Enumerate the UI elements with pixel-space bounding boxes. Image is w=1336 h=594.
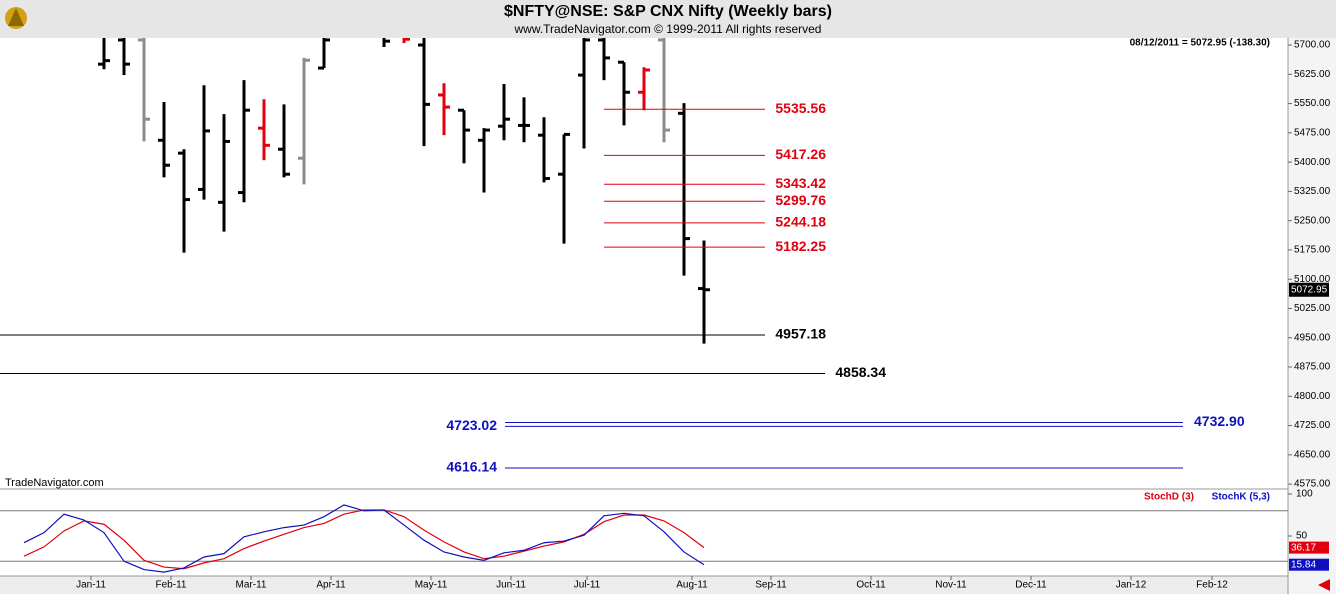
header-band xyxy=(0,0,1336,38)
y-tick-label: 5100.00 xyxy=(1294,274,1331,285)
y-tick-label: 100 xyxy=(1296,489,1313,500)
level-label: 5343.42 xyxy=(775,175,826,191)
price-panel xyxy=(98,38,710,344)
legend-entry: StochK (5,3) xyxy=(1212,492,1270,503)
chart-title: $NFTY@NSE: S&P CNX Nifty (Weekly bars) xyxy=(504,3,832,20)
level-label: 5182.25 xyxy=(775,238,826,254)
x-tick-label: Nov-11 xyxy=(935,580,967,591)
legend-entry: StochD (3) xyxy=(1144,492,1194,503)
y-tick-label: 5175.00 xyxy=(1294,245,1331,256)
x-tick-label: Aug-11 xyxy=(676,580,708,591)
last-value-box xyxy=(1289,541,1329,554)
y-tick-label: 4575.00 xyxy=(1294,479,1331,490)
y-tick-label: 5400.00 xyxy=(1294,157,1331,168)
watermark: TradeNavigator.com xyxy=(5,477,104,489)
stoch-line xyxy=(23,509,705,570)
x-tick-label: Sep-11 xyxy=(755,580,787,591)
x-tick-label: Jan-11 xyxy=(76,580,106,591)
axis-band xyxy=(1288,38,1336,594)
chart-subtitle: www.TradeNavigator.com © 1999-2011 All r… xyxy=(514,22,822,36)
last-value-box xyxy=(1289,282,1329,297)
y-tick-label: 4800.00 xyxy=(1294,391,1331,402)
last-value: 5072.95 xyxy=(1291,284,1328,295)
y-tick-label: 5325.00 xyxy=(1294,186,1331,197)
x-tick-label: Feb-11 xyxy=(156,580,187,591)
x-tick-label: Apr-11 xyxy=(316,580,346,591)
level-label: 4723.02 xyxy=(446,417,497,433)
y-tick-label: 5250.00 xyxy=(1294,215,1331,226)
level-label: 5535.56 xyxy=(775,100,826,116)
x-tick-label: Dec-11 xyxy=(1015,580,1047,591)
x-tick-label: Mar-11 xyxy=(236,580,267,591)
level-label: 4858.34 xyxy=(835,364,886,380)
annotation: 08/12/2011 = 5072.95 (-138.30) xyxy=(1130,38,1270,49)
level-label: 5244.18 xyxy=(775,214,826,230)
x-tick-label: Oct-11 xyxy=(856,580,886,591)
y-tick-label: 4875.00 xyxy=(1294,362,1331,373)
y-tick-label: 4650.00 xyxy=(1294,449,1331,460)
x-tick-label: Jun-11 xyxy=(496,580,526,591)
level-label: 5417.26 xyxy=(775,146,826,162)
y-tick-label: 5625.00 xyxy=(1294,69,1331,80)
last-value: 15.84 xyxy=(1291,559,1316,570)
level-label: 5299.76 xyxy=(775,192,826,208)
x-axis-band xyxy=(0,576,1288,594)
level-label: 4732.90 xyxy=(1194,413,1245,429)
scroll-arrow xyxy=(1318,579,1330,591)
last-value: 36.17 xyxy=(1291,542,1316,553)
y-tick-label: 5550.00 xyxy=(1294,98,1331,109)
y-tick-label: 50 xyxy=(1296,531,1308,542)
level-label: 4957.18 xyxy=(775,326,826,342)
logo xyxy=(5,7,27,29)
y-tick-label: 4950.00 xyxy=(1294,332,1331,343)
y-tick-label: 5700.00 xyxy=(1294,40,1331,51)
x-tick-label: Feb-12 xyxy=(1196,580,1228,591)
x-tick-label: Jan-12 xyxy=(1116,580,1147,591)
x-tick-label: May-11 xyxy=(415,580,448,591)
stoch-line xyxy=(23,504,705,573)
level-label: 4616.14 xyxy=(446,459,497,475)
last-value-box xyxy=(1289,558,1329,571)
x-tick-label: Jul-11 xyxy=(574,580,601,591)
y-tick-label: 4725.00 xyxy=(1294,420,1331,431)
y-tick-label: 5025.00 xyxy=(1294,303,1331,314)
y-tick-label: 5475.00 xyxy=(1294,127,1331,138)
